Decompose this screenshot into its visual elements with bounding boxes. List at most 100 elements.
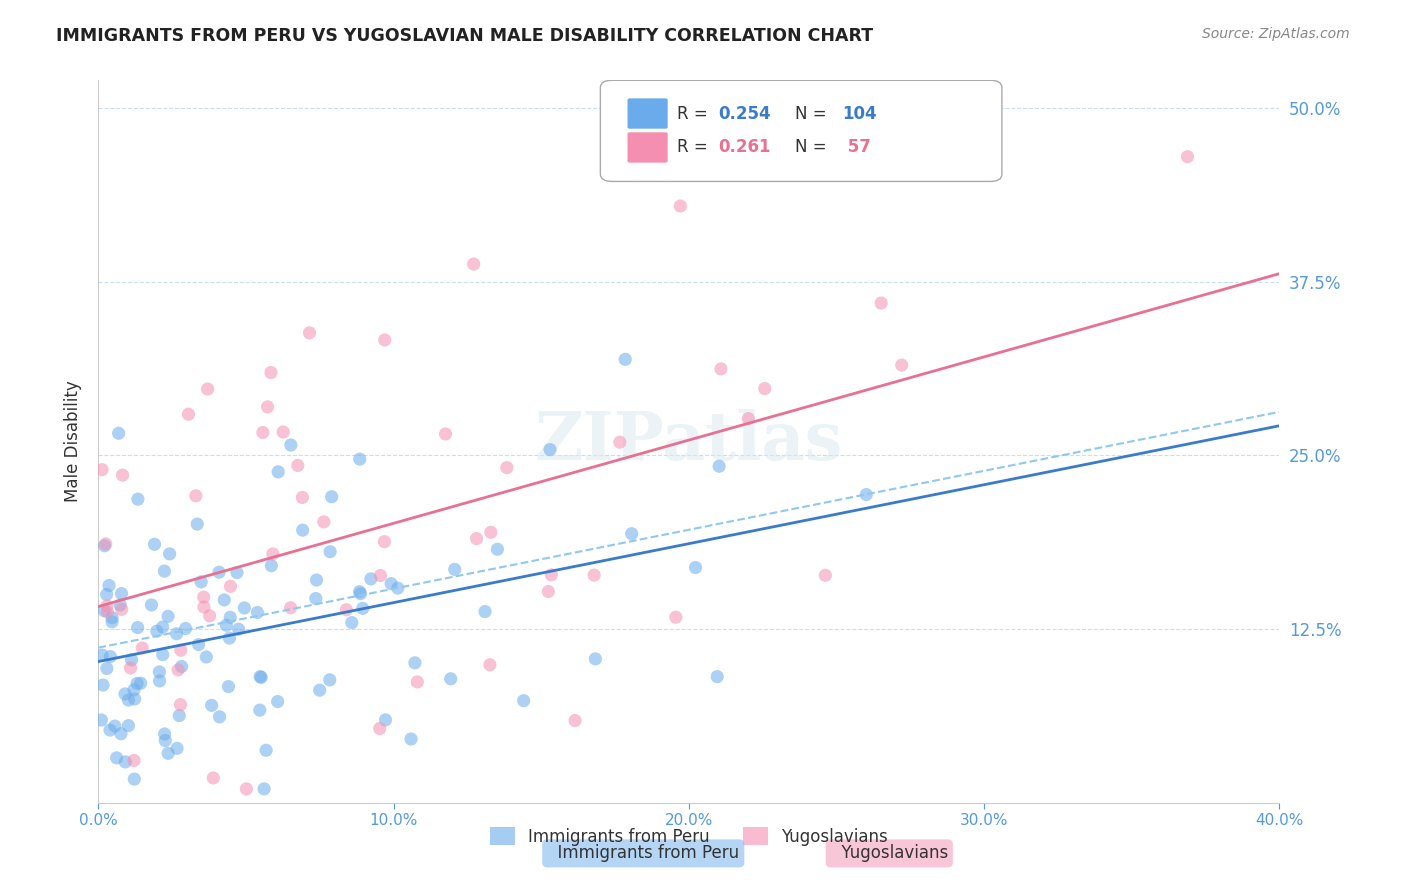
Text: 57: 57 (842, 138, 872, 156)
Immigrants from Peru (254, 743, 277, 757)
Yugoslavians (537, 584, 560, 599)
Yugoslavians (609, 435, 631, 450)
Immigrants from Peru (166, 741, 188, 756)
Immigrants from Peru (117, 693, 139, 707)
Immigrants from Peru (110, 727, 132, 741)
Immigrants from Peru (110, 598, 132, 612)
Yugoslavians (131, 640, 153, 655)
Immigrants from Peru (685, 560, 707, 574)
Yugoslavians (235, 781, 257, 796)
FancyBboxPatch shape (627, 132, 668, 162)
Immigrants from Peru (538, 442, 561, 457)
Yugoslavians (291, 491, 314, 505)
Immigrants from Peru (218, 631, 240, 645)
Immigrants from Peru (349, 452, 371, 467)
Immigrants from Peru (149, 673, 172, 688)
Yugoslavians (583, 568, 606, 582)
Immigrants from Peru (101, 615, 124, 629)
Yugoslavians (170, 643, 193, 657)
Yugoslavians (193, 590, 215, 604)
Yugoslavians (198, 608, 221, 623)
FancyBboxPatch shape (600, 80, 1002, 181)
Yugoslavians (193, 599, 215, 614)
Yugoslavians (754, 382, 776, 396)
Text: N =: N = (796, 138, 832, 156)
Immigrants from Peru (101, 611, 124, 625)
Immigrants from Peru (208, 565, 231, 579)
Immigrants from Peru (117, 718, 139, 732)
Yugoslavians (202, 771, 225, 785)
Immigrants from Peru (208, 710, 231, 724)
Yugoslavians (478, 657, 501, 672)
Immigrants from Peru (91, 648, 114, 662)
Immigrants from Peru (93, 539, 115, 553)
Immigrants from Peru (214, 593, 236, 607)
Immigrants from Peru (159, 547, 181, 561)
Immigrants from Peru (195, 650, 218, 665)
Immigrants from Peru (157, 747, 180, 761)
Immigrants from Peru (219, 610, 242, 624)
Immigrants from Peru (155, 733, 177, 747)
Yugoslavians (496, 460, 519, 475)
Yugoslavians (177, 407, 200, 421)
Immigrants from Peru (707, 459, 730, 474)
Y-axis label: Male Disability: Male Disability (63, 381, 82, 502)
Immigrants from Peru (190, 574, 212, 589)
Immigrants from Peru (121, 653, 143, 667)
Yugoslavians (564, 714, 586, 728)
Immigrants from Peru (404, 656, 426, 670)
Yugoslavians (96, 599, 118, 613)
Yugoslavians (91, 463, 114, 477)
Immigrants from Peru (474, 605, 496, 619)
Immigrants from Peru (583, 652, 606, 666)
Yugoslavians (373, 534, 395, 549)
Immigrants from Peru (440, 672, 463, 686)
Immigrants from Peru (226, 566, 249, 580)
Yugoslavians (335, 603, 357, 617)
Immigrants from Peru (305, 573, 328, 587)
Text: R =: R = (678, 104, 713, 122)
Immigrants from Peru (253, 781, 276, 796)
Yugoslavians (669, 199, 692, 213)
Yugoslavians (665, 610, 688, 624)
Yugoslavians (271, 425, 294, 439)
Yugoslavians (252, 425, 274, 440)
Immigrants from Peru (91, 678, 114, 692)
Immigrants from Peru (321, 490, 343, 504)
Yugoslavians (111, 602, 134, 616)
Immigrants from Peru (98, 649, 121, 664)
Yugoslavians (463, 257, 485, 271)
Immigrants from Peru (380, 576, 402, 591)
Immigrants from Peru (127, 621, 149, 635)
Text: Yugoslavians: Yugoslavians (831, 845, 948, 863)
Immigrants from Peru (267, 465, 290, 479)
Immigrants from Peru (104, 719, 127, 733)
Immigrants from Peru (443, 562, 465, 576)
Text: 0.261: 0.261 (718, 138, 770, 156)
Yugoslavians (737, 411, 759, 425)
Immigrants from Peru (157, 609, 180, 624)
Immigrants from Peru (143, 537, 166, 551)
Text: 104: 104 (842, 104, 877, 122)
Yugoslavians (1177, 150, 1199, 164)
Text: N =: N = (796, 104, 832, 122)
Immigrants from Peru (250, 670, 273, 684)
Yugoslavians (370, 568, 392, 582)
Immigrants from Peru (352, 601, 374, 615)
Immigrants from Peru (387, 581, 409, 595)
Immigrants from Peru (167, 708, 190, 723)
Yugoslavians (298, 326, 321, 340)
Immigrants from Peru (105, 751, 128, 765)
Immigrants from Peru (349, 584, 371, 599)
Yugoslavians (184, 489, 207, 503)
Yugoslavians (374, 333, 396, 347)
Yugoslavians (197, 382, 219, 396)
Immigrants from Peru (340, 615, 363, 630)
Yugoslavians (169, 698, 191, 712)
Immigrants from Peru (620, 526, 643, 541)
Immigrants from Peru (614, 352, 637, 367)
Immigrants from Peru (90, 713, 112, 727)
Text: R =: R = (678, 138, 713, 156)
Immigrants from Peru (114, 687, 136, 701)
Immigrants from Peru (349, 587, 371, 601)
